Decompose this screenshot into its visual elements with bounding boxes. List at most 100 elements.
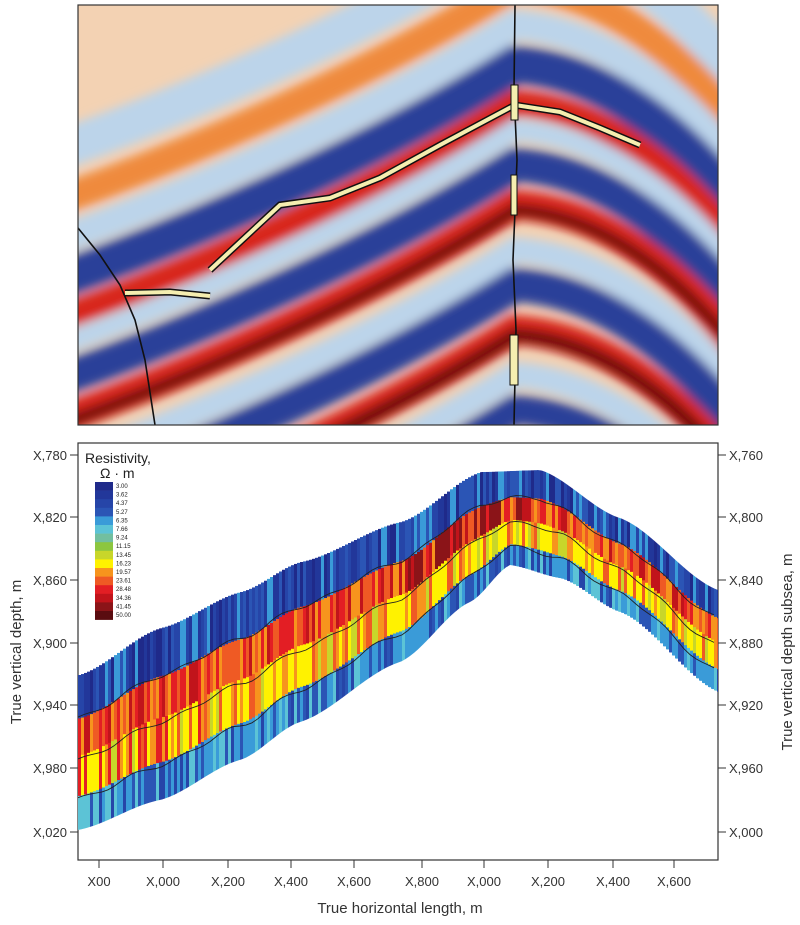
resistivity-cell [363,576,367,613]
resistivity-cell [378,569,382,604]
resistivity-cell [375,605,379,643]
resistivity-cell [510,519,514,545]
colorbar-swatch [95,602,113,612]
resistivity-cell [345,623,349,663]
resistivity-cell [393,596,397,635]
resistivity-cell [213,650,217,692]
resistivity-cell [402,630,406,662]
resistivity-cell [219,599,223,648]
y-tick-label-right: X,760 [729,448,763,463]
resistivity-cell [342,625,346,666]
resistivity-cell [276,700,280,737]
resistivity-cell [294,608,298,648]
resistivity-cell [495,526,499,555]
resistivity-cell [489,530,493,561]
seismic-panel [78,5,718,425]
resistivity-cell [201,697,205,743]
resistivity-cell [636,526,640,554]
resistivity-cell [480,472,484,507]
resistivity-cell [522,497,526,522]
resistivity-cell [669,554,673,582]
resistivity-cell [543,499,547,526]
resistivity-cell [708,638,712,665]
resistivity-cell [390,598,394,636]
resistivity-cell [666,578,670,603]
resistivity-cell [240,679,244,724]
resistivity-cell [564,532,568,559]
resistivity-cell [453,487,457,524]
resistivity-cell [420,511,424,551]
resistivity-cell [684,645,688,668]
resistivity-cell [249,675,253,720]
resistivity-cell [609,586,613,608]
resistivity-cell [480,506,484,537]
resistivity-cell [234,593,238,642]
resistivity-cell [246,677,250,722]
resistivity-cell [237,639,241,681]
resistivity-cell [564,482,568,511]
resistivity-cell [645,533,649,561]
resistivity-cell [102,787,106,824]
resistivity-cell [312,641,316,683]
resistivity-cell [693,603,697,628]
resistivity-cell [498,525,502,553]
resistivity-cell [312,558,316,604]
resistivity-cell [630,596,634,618]
resistivity-cell [474,539,478,573]
resistivity-cell [492,528,496,558]
resistivity-cell [573,538,577,564]
resistivity-cell [576,564,580,587]
resistivity-cell [336,548,340,593]
resistivity-cell [390,524,394,565]
resistivity-cell [528,498,532,523]
resistivity-cell [447,591,451,620]
resistivity-cell [261,628,265,670]
resistivity-cell [279,571,283,618]
resistivity-cell [81,754,85,796]
y-tick-label-right: X,960 [729,761,763,776]
resistivity-cell [525,521,529,548]
resistivity-cell [438,535,442,567]
resistivity-cell [168,673,172,716]
resistivity-cell [678,639,682,662]
resistivity-cell [495,554,499,579]
resistivity-cell [555,528,559,556]
resistivity-cell [636,575,640,601]
resistivity-cell [528,470,532,499]
boundary-line [77,544,715,799]
x-tick-label: X,000 [146,874,180,889]
resistivity-cell [411,589,415,626]
resistivity-cell [219,731,223,770]
resistivity-cell [81,795,85,830]
resistivity-cell [576,517,580,541]
resistivity-cell [366,610,370,649]
resistivity-cell [351,583,355,620]
resistivity-cell [189,704,193,750]
resistivity-cell [516,520,520,546]
resistivity-cell [255,672,259,717]
resistivity-cell [510,544,514,566]
resistivity-cell [141,636,145,685]
resistivity-cell [333,630,337,672]
resistivity-cell [441,496,445,533]
resistivity-cell [321,599,325,638]
resistivity-cell [252,717,256,755]
resistivity-cell [390,564,394,599]
resistivity-cell [255,632,259,673]
x-tick-label: X,400 [274,874,308,889]
resistivity-cell [600,508,604,535]
resistivity-cell [603,558,607,584]
resistivity-cell [225,644,229,686]
resistivity-cell [195,612,199,661]
colorbar-swatch [95,490,113,500]
resistivity-cell [498,551,502,576]
resistivity-cell [612,541,616,565]
resistivity-cell [171,624,175,674]
resistivity-cell [117,652,121,700]
resistivity-cell [147,633,151,682]
resistivity-cell [204,655,208,697]
resistivity-cell [348,660,352,694]
resistivity-cell [645,607,649,630]
resistivity-cell [123,694,127,735]
resistivity-cell [690,624,694,652]
